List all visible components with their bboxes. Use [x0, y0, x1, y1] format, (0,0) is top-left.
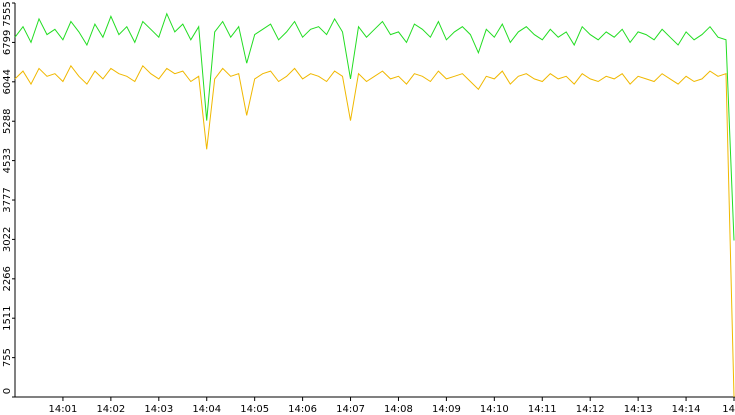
series-line	[14, 64, 735, 398]
y-tick-label: 6044	[2, 69, 13, 94]
x-tick-label: 14:06	[288, 404, 317, 415]
x-tick-label: 14:03	[144, 404, 173, 415]
y-tick-label: 7555	[2, 1, 13, 26]
x-tick-label: 14:11	[528, 404, 557, 415]
x-tick-label: 14:05	[240, 404, 269, 415]
x-tick-label: 14:12	[576, 404, 605, 415]
y-tick-label: 3022	[2, 227, 13, 252]
x-tick-label: 14:01	[49, 404, 78, 415]
x-tick-label: 14:08	[384, 404, 413, 415]
series-line	[14, 12, 735, 241]
y-tick-label: 0	[2, 388, 13, 394]
y-tick-label: 4533	[2, 148, 13, 173]
y-tick-label: 6799	[2, 30, 13, 55]
y-tick-label: 2266	[2, 266, 13, 291]
y-tick-label: 5288	[2, 108, 13, 133]
x-tick-label: 14	[722, 404, 735, 415]
y-tick-label: 3777	[2, 187, 13, 212]
x-tick-label: 14:09	[432, 404, 461, 415]
x-tick-label: 14:02	[96, 404, 125, 415]
x-tick-label: 14:04	[192, 404, 221, 415]
x-tick-label: 14:14	[672, 404, 701, 415]
x-tick-label: 14:10	[480, 404, 509, 415]
y-tick-label: 1511	[2, 305, 13, 330]
x-tick-label: 14:13	[624, 404, 653, 415]
y-tick-label: 755	[2, 348, 13, 367]
x-tick-label: 14:07	[336, 404, 365, 415]
